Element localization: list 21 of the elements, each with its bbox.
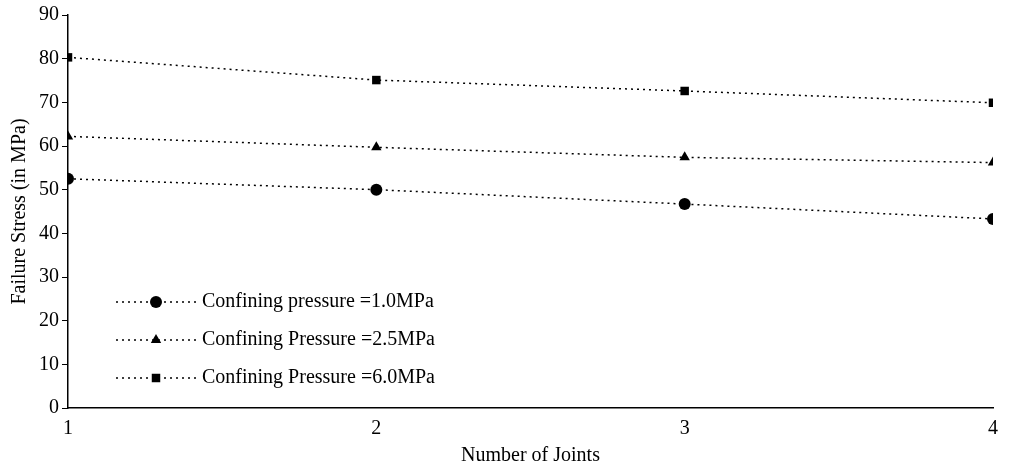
legend-label: Confining Pressure =6.0MPa: [202, 365, 436, 389]
y-tick-label: 10: [39, 351, 59, 374]
y-tick-label: 20: [39, 307, 59, 330]
legend-label: Confining pressure =1.0MPa: [202, 289, 434, 313]
y-tick-label: 90: [39, 2, 59, 25]
x-tick-label: 1: [63, 416, 73, 439]
y-tick-label: 40: [39, 220, 59, 243]
y-tick-label: 30: [39, 264, 59, 287]
x-tick-label: 2: [371, 416, 382, 439]
legend-label: Confining Pressure =2.5MPa: [202, 327, 436, 351]
x-tick-label: 3: [679, 416, 690, 439]
x-tick-label: 4: [988, 416, 998, 439]
y-tick-label: 0: [49, 395, 59, 418]
point: [680, 86, 689, 96]
point: [372, 75, 381, 85]
y-tick-label: 60: [39, 133, 59, 156]
y-tick-label: 50: [39, 176, 59, 199]
y-axis-title: Failure Stress (in MPa): [7, 118, 31, 305]
y-tick-label: 70: [39, 89, 59, 112]
y-tick-label: 80: [39, 45, 59, 68]
x-axis-title: Number of Joints: [461, 443, 601, 466]
